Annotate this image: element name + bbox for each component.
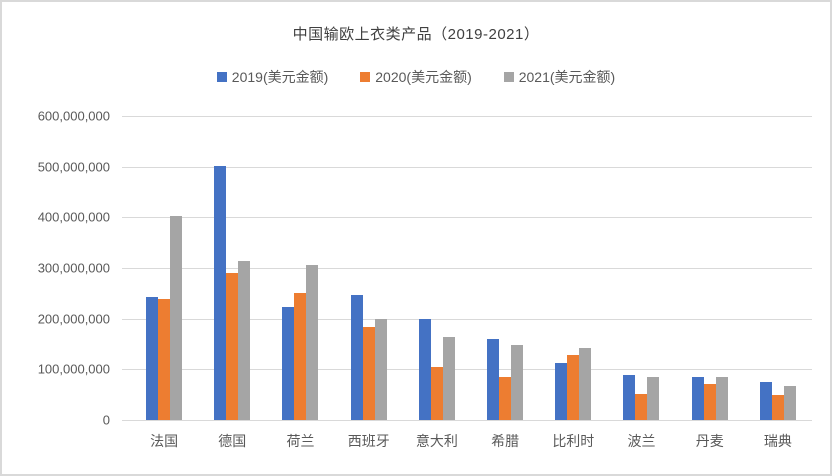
bar: [567, 355, 580, 420]
bar: [146, 297, 159, 420]
bar: [691, 377, 704, 420]
gridline: [122, 318, 812, 320]
gridline: [122, 369, 812, 371]
bar: [214, 166, 227, 420]
y-axis-label: 500,000,000: [37, 159, 110, 175]
legend-swatch-icon: [360, 72, 371, 82]
gridline: [122, 166, 812, 168]
x-axis-label: 比利时: [552, 433, 595, 449]
bar: [294, 293, 307, 420]
bar: [783, 386, 796, 420]
bar: [362, 327, 375, 420]
bar: [226, 273, 239, 420]
bar-group: [744, 382, 812, 420]
gridline: [122, 217, 812, 219]
gridline: [122, 268, 812, 269]
x-axis-label: 波兰: [627, 433, 656, 449]
chart-title: 中国输欧上衣类产品（2019-2021）: [292, 26, 540, 43]
x-axis-label: 法国: [150, 433, 179, 449]
bar: [579, 348, 592, 420]
bar: [759, 382, 772, 420]
y-axis-label: 200,000,000: [37, 311, 110, 327]
bar-group: [539, 348, 607, 420]
y-axis-label: 100,000,000: [37, 361, 110, 377]
bar-group: [607, 375, 675, 420]
bar: [623, 375, 636, 420]
legend-swatch-icon: [216, 72, 227, 82]
x-axis-label: 瑞典: [763, 433, 792, 449]
bar: [170, 216, 183, 420]
bar-group: [471, 339, 539, 420]
bar: [442, 337, 455, 420]
x-axis-label: 西班牙: [347, 433, 390, 449]
gridline: [122, 420, 812, 421]
x-axis-label: 希腊: [491, 433, 520, 449]
bar: [771, 395, 784, 420]
bar: [238, 261, 251, 420]
bar-group: [335, 295, 403, 420]
bar: [487, 339, 500, 420]
bar: [430, 367, 443, 420]
bar: [715, 377, 728, 420]
legend-label: 2019(美元金额): [231, 69, 329, 85]
bar: [703, 384, 716, 420]
y-axis-label: 400,000,000: [37, 209, 110, 225]
bar: [635, 394, 648, 420]
gridline: [122, 116, 812, 117]
bar-group: [198, 166, 266, 420]
bar: [511, 345, 524, 420]
bar: [374, 319, 387, 420]
legend: 2019(美元金额) 2020(美元金额) 2021(美元金额): [2, 67, 830, 87]
legend-item-2019: 2019(美元金额): [216, 67, 329, 87]
bar: [282, 307, 295, 420]
bar: [306, 265, 319, 420]
legend-item-2020: 2020(美元金额): [360, 67, 472, 87]
x-axis-label: 丹麦: [695, 433, 724, 449]
bar: [418, 319, 431, 420]
bar: [647, 377, 660, 420]
bar: [350, 295, 363, 420]
x-axis-labels: 法国 德国 荷兰 西班牙 意大利 希腊 比利时 波兰 丹麦 瑞典: [130, 431, 812, 451]
bar-group: [676, 377, 744, 420]
bar: [158, 299, 171, 420]
x-axis-label: 荷兰: [286, 433, 315, 449]
bar-group: [266, 265, 334, 420]
y-axis-label: 600,000,000: [37, 108, 110, 124]
legend-label: 2021(美元金额): [518, 69, 616, 85]
x-axis-label: 德国: [218, 433, 247, 449]
legend-label: 2020(美元金额): [375, 69, 472, 85]
legend-swatch-icon: [503, 72, 514, 82]
y-axis-label: 0: [102, 412, 110, 428]
bar-group: [130, 216, 198, 420]
y-axis-label: 300,000,000: [37, 260, 110, 276]
bar-group: [403, 319, 471, 420]
legend-item-2021: 2021(美元金额): [503, 67, 616, 87]
bar: [499, 377, 512, 420]
x-axis-label: 意大利: [415, 433, 458, 449]
bar: [555, 363, 568, 420]
plot-area: [122, 116, 812, 421]
